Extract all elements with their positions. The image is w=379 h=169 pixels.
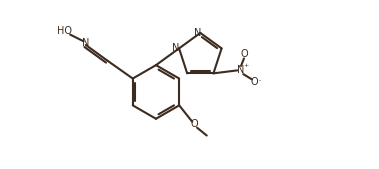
Text: HO: HO bbox=[58, 26, 72, 36]
Text: N: N bbox=[236, 65, 244, 75]
Text: +: + bbox=[243, 63, 248, 68]
Text: O: O bbox=[250, 77, 258, 87]
Text: N: N bbox=[194, 28, 201, 38]
Text: N: N bbox=[82, 38, 89, 48]
Text: N: N bbox=[172, 43, 180, 53]
Text: -: - bbox=[259, 78, 261, 83]
Text: O: O bbox=[190, 119, 198, 129]
Text: O: O bbox=[241, 49, 249, 59]
